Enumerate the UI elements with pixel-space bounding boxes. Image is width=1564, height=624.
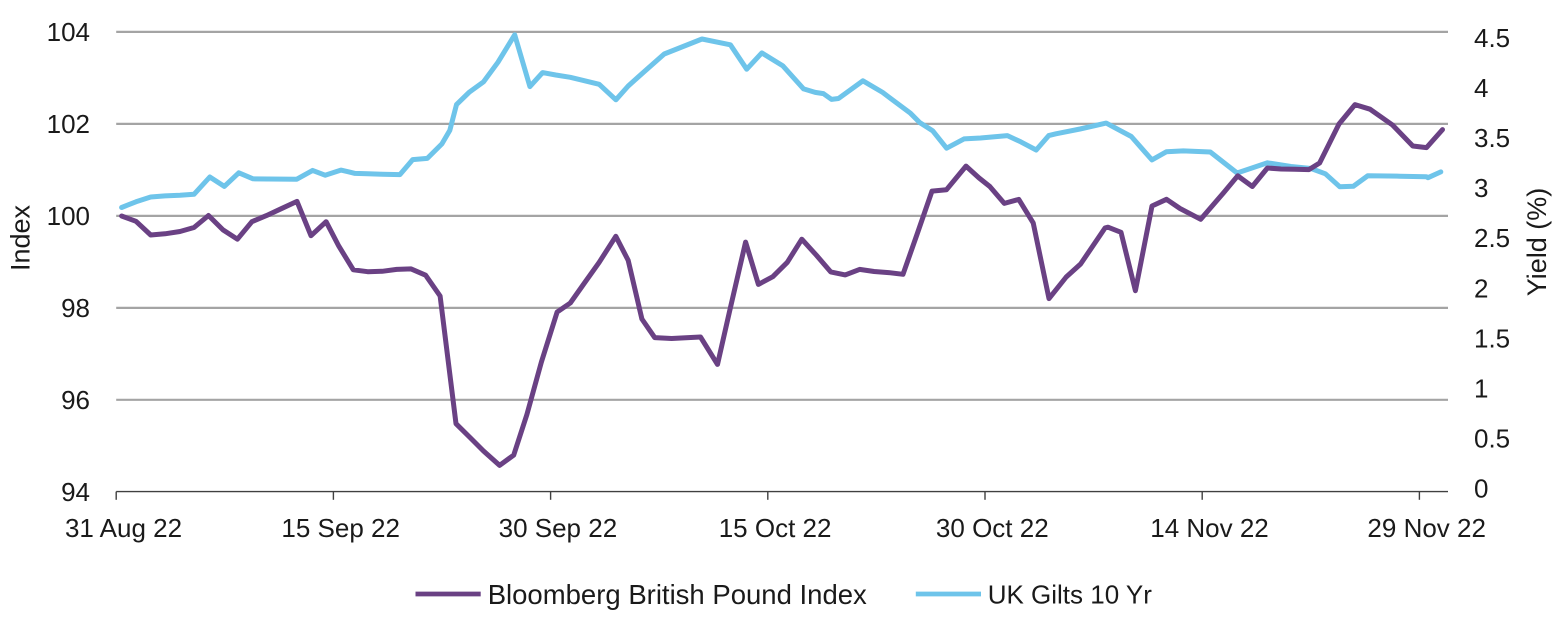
- svg-text:29 Nov 22: 29 Nov 22: [1367, 513, 1486, 543]
- svg-text:0.5: 0.5: [1474, 424, 1510, 454]
- svg-text:30 Sep 22: 30 Sep 22: [499, 513, 618, 543]
- svg-text:104: 104: [47, 17, 90, 47]
- svg-text:2.5: 2.5: [1474, 223, 1510, 253]
- svg-text:4: 4: [1474, 73, 1488, 103]
- svg-text:30 Oct 22: 30 Oct 22: [936, 513, 1049, 543]
- svg-text:15 Sep 22: 15 Sep 22: [281, 513, 400, 543]
- svg-text:1.5: 1.5: [1474, 323, 1510, 353]
- svg-text:31 Aug 22: 31 Aug 22: [65, 513, 182, 543]
- svg-text:96: 96: [61, 385, 90, 415]
- svg-text:98: 98: [61, 293, 90, 323]
- svg-text:Yield (%): Yield (%): [1522, 188, 1552, 297]
- svg-text:15 Oct 22: 15 Oct 22: [719, 513, 832, 543]
- svg-text:102: 102: [47, 109, 90, 139]
- svg-text:3: 3: [1474, 173, 1488, 203]
- svg-text:14 Nov 22: 14 Nov 22: [1150, 513, 1269, 543]
- svg-text:0: 0: [1474, 474, 1488, 504]
- svg-text:1: 1: [1474, 374, 1488, 404]
- svg-text:2: 2: [1474, 273, 1488, 303]
- svg-text:3.5: 3.5: [1474, 123, 1510, 153]
- svg-text:100: 100: [47, 201, 90, 231]
- svg-text:UK Gilts 10 Yr: UK Gilts 10 Yr: [988, 580, 1153, 610]
- svg-text:4.5: 4.5: [1474, 23, 1510, 53]
- svg-text:94: 94: [61, 477, 90, 507]
- svg-text:Bloomberg British Pound Index: Bloomberg British Pound Index: [488, 579, 867, 610]
- svg-text:Index: Index: [6, 204, 36, 271]
